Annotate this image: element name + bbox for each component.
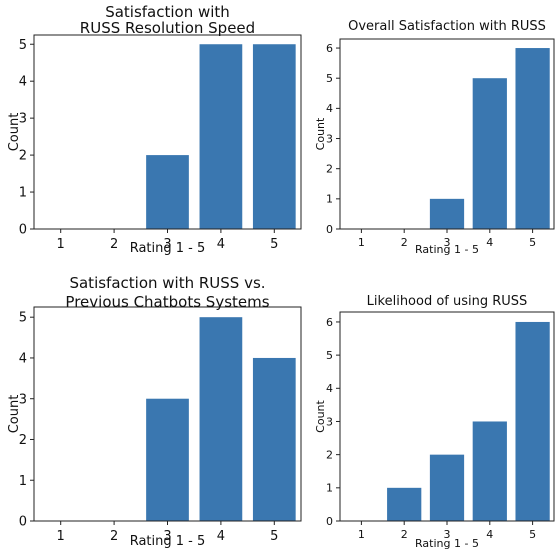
y-axis-label: Count [7, 395, 22, 434]
y-axis-label: Count [7, 113, 22, 152]
chart-panel-4: 1 2 3 4 5 0 1 2 3 4 5 6 Likelihood of using RUSS Rati… [314, 294, 555, 550]
x-tick-label: 2 [110, 529, 118, 544]
y-tick-label: 4 [326, 382, 333, 395]
y-tick-label: 6 [326, 42, 333, 55]
bar-rating-4 [199, 44, 243, 229]
y-tick-label: 1 [19, 186, 27, 201]
y-tick-label: 5 [19, 311, 27, 326]
x-axis-label: Rating 1 - 5 [415, 537, 479, 550]
y-tick-label: 6 [326, 316, 333, 329]
y-tick-label: 4 [326, 102, 333, 115]
y-tick-label: 2 [326, 449, 333, 462]
bar-rating-5 [515, 48, 550, 229]
x-tick-label: 5 [270, 529, 278, 544]
bar-rating-4 [472, 78, 507, 229]
bar-rating-3 [429, 454, 465, 521]
y-tick-label: 0 [326, 223, 333, 236]
bar-rating-5 [515, 321, 550, 521]
x-tick-label: 1 [358, 236, 365, 249]
y-tick-label: 0 [19, 515, 27, 530]
x-tick-label: 3 [444, 236, 451, 249]
y-tick-label: 3 [326, 132, 333, 145]
y-axis-label: Count [314, 117, 327, 150]
y-tick-label: 5 [326, 72, 333, 85]
chart-panel-2: 1 2 3 4 5 0 1 2 3 4 5 6 Overall Satisfaction with RU… [314, 19, 555, 256]
bar-rating-3 [146, 155, 189, 229]
x-axis-label: Rating 1 - 5 [415, 243, 479, 256]
x-tick-label: 4 [217, 529, 225, 544]
bar-rating-3 [146, 398, 189, 521]
x-tick-label: 1 [358, 528, 365, 541]
y-axis-label: Count [314, 399, 327, 432]
bar-rating-4 [199, 317, 243, 521]
bar-rating-2 [387, 487, 422, 521]
y-tick-label: 5 [326, 349, 333, 362]
y-tick-label: 3 [19, 392, 27, 407]
chart-title: Previous Chatbots Systems [65, 293, 269, 311]
x-tick-label: 3 [163, 237, 171, 252]
x-tick-label: 4 [217, 237, 225, 252]
x-tick-label: 1 [57, 529, 65, 544]
bar-rating-3 [429, 198, 465, 229]
y-tick-label: 0 [326, 515, 333, 528]
y-tick-label: 2 [19, 433, 27, 448]
y-tick-label: 3 [326, 415, 333, 428]
chart-title: Overall Satisfaction with RUSS [348, 19, 546, 34]
x-tick-label: 2 [401, 528, 408, 541]
y-tick-label: 4 [19, 352, 27, 367]
x-tick-label: 2 [110, 237, 118, 252]
y-tick-label: 1 [326, 193, 333, 206]
x-tick-label: 4 [486, 236, 493, 249]
y-tick-label: 0 [19, 223, 27, 238]
x-tick-label: 3 [444, 528, 451, 541]
bar-rating-5 [252, 44, 296, 229]
bar-rating-5 [252, 357, 296, 521]
x-tick-label: 5 [529, 236, 536, 249]
bar-rating-4 [472, 421, 507, 521]
x-tick-label: 5 [270, 237, 278, 252]
y-tick-label: 3 [19, 112, 27, 127]
y-tick-label: 2 [19, 149, 27, 164]
x-tick-label: 2 [401, 236, 408, 249]
x-tick-label: 1 [57, 237, 65, 252]
x-tick-label: 4 [486, 528, 493, 541]
chart-title: RUSS Resolution Speed [80, 19, 255, 37]
chart-panel-3: 1 2 3 4 5 0 1 2 3 4 5 Satisfaction with RUSS vs.Pre… [7, 274, 302, 549]
y-tick-label: 2 [326, 163, 333, 176]
y-tick-label: 1 [326, 482, 333, 495]
chart-title: Satisfaction with RUSS vs. [69, 274, 265, 292]
chart-title: Satisfaction with [105, 3, 230, 21]
y-tick-label: 1 [19, 474, 27, 489]
x-tick-label: 5 [529, 528, 536, 541]
x-axis-label: Rating 1 - 5 [130, 534, 206, 549]
y-tick-label: 4 [19, 75, 27, 90]
y-tick-label: 5 [19, 38, 27, 53]
chart-title: Likelihood of using RUSS [367, 294, 528, 309]
x-axis-label: Rating 1 - 5 [130, 241, 206, 256]
x-tick-label: 3 [163, 529, 171, 544]
